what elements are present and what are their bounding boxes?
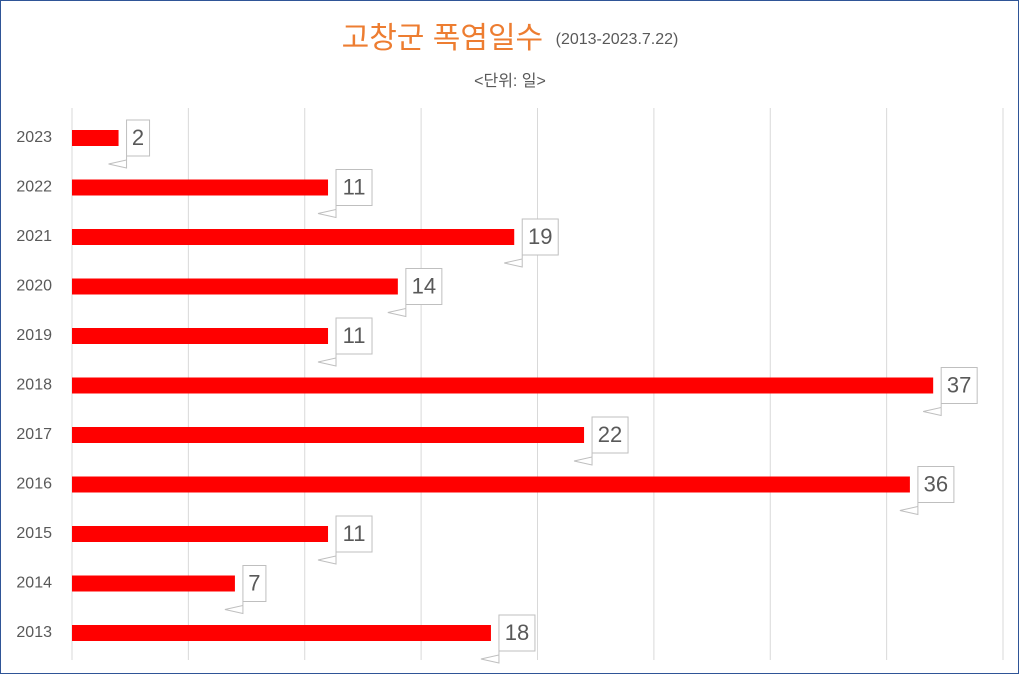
label-callout xyxy=(573,416,629,466)
y-tick-label: 2013 xyxy=(16,624,52,641)
y-tick-label: 2015 xyxy=(16,525,52,542)
label-callout xyxy=(899,466,955,516)
label-callout xyxy=(317,515,373,565)
data-label: 7 xyxy=(248,570,260,595)
bar xyxy=(72,427,585,443)
label-callout xyxy=(387,268,443,318)
bar xyxy=(72,575,235,592)
y-tick-label: 2020 xyxy=(16,278,52,295)
data-label: 18 xyxy=(505,620,529,645)
bar xyxy=(72,625,491,641)
y-tick-label: 2016 xyxy=(16,476,52,493)
label-callout xyxy=(317,317,373,367)
data-label: 37 xyxy=(947,372,971,397)
label-callout xyxy=(224,565,267,615)
y-tick-label: 2019 xyxy=(16,327,52,344)
label-callout xyxy=(504,218,559,268)
bar xyxy=(72,278,398,295)
data-label: 36 xyxy=(924,471,948,496)
label-callout xyxy=(317,169,373,219)
chart-title-group: 고창군 폭염일수 (2013-2023.7.22) xyxy=(342,22,679,55)
bar xyxy=(72,328,329,344)
bar xyxy=(72,377,934,394)
chart-subtitle: <단위: 일> xyxy=(474,72,546,90)
data-label: 2 xyxy=(132,125,144,150)
bar xyxy=(72,179,329,196)
data-label: 11 xyxy=(343,323,366,348)
y-tick-label: 2022 xyxy=(16,179,52,196)
y-tick-label: 2023 xyxy=(16,129,52,146)
data-label: 11 xyxy=(343,521,366,546)
data-label: 22 xyxy=(598,422,622,447)
y-tick-label: 2018 xyxy=(16,377,52,394)
bar xyxy=(72,130,119,146)
y-tick-label: 2021 xyxy=(16,228,52,245)
y-tick-label: 2017 xyxy=(16,426,52,443)
bar xyxy=(72,229,515,245)
label-callout xyxy=(480,614,536,664)
bar xyxy=(72,476,910,493)
data-label: 19 xyxy=(528,224,552,249)
label-callout xyxy=(108,119,151,169)
y-tick-label: 2014 xyxy=(16,575,52,592)
title-note: (2013-2023.7.22) xyxy=(556,31,679,48)
chart-title: 고창군 폭염일수 xyxy=(342,22,544,55)
label-callout xyxy=(923,367,978,417)
data-label: 11 xyxy=(343,174,366,199)
bar xyxy=(72,526,329,542)
data-label: 14 xyxy=(412,273,436,298)
